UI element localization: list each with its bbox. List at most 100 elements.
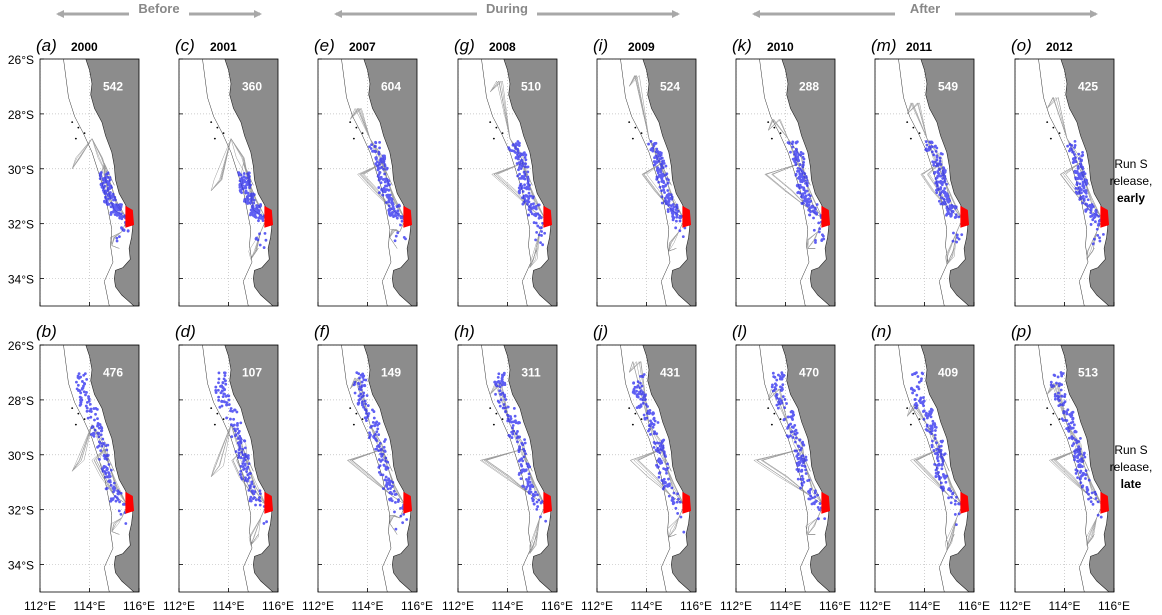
particle-dot (674, 219, 678, 223)
particle-dot (922, 399, 926, 403)
particle-dot (368, 145, 371, 149)
particle-dot (499, 392, 502, 396)
particle-dot (520, 186, 524, 190)
particle-dot (957, 215, 961, 219)
particle-dot (1097, 222, 1101, 226)
particle-dot (926, 415, 929, 418)
islet (918, 132, 921, 134)
particle-dot (521, 202, 525, 206)
particle-dot (532, 502, 536, 506)
particle-dot (937, 448, 940, 451)
islet (634, 412, 637, 415)
particle-dot (658, 444, 662, 448)
particle-dot (1056, 375, 1060, 379)
particle-dot (112, 485, 116, 489)
particle-positions (631, 373, 686, 534)
particle-dot (246, 201, 250, 205)
particle-dot (223, 400, 226, 404)
particle-dot (118, 215, 122, 219)
islet (74, 423, 77, 426)
particle-dot (915, 385, 919, 389)
particle-dot (1057, 384, 1061, 388)
particle-dot (107, 471, 110, 474)
track (72, 424, 127, 505)
particle-dot (1067, 436, 1071, 440)
particle-dot (1073, 143, 1077, 147)
particle-dot (661, 166, 665, 170)
particle-dot (667, 203, 671, 206)
particle-dot (540, 234, 543, 237)
release-region (543, 491, 553, 514)
particle-dot (518, 435, 522, 439)
particle-dot (669, 193, 673, 197)
particle-dot (108, 196, 112, 200)
particle-dot (658, 185, 662, 189)
particle-dot (83, 382, 87, 386)
islet (628, 407, 631, 410)
particle-dot (798, 191, 802, 195)
particle-dot (672, 205, 676, 209)
particle-dot (367, 412, 371, 415)
row-label-line: release, (1110, 174, 1153, 188)
particle-dot (371, 421, 375, 424)
particle-dot (365, 416, 369, 419)
particle-dot (234, 433, 238, 437)
particle-dot (799, 447, 803, 450)
release-region (125, 491, 135, 514)
particle-dot (821, 233, 824, 237)
particle-dot (250, 480, 254, 484)
particle-dot (954, 523, 958, 526)
particle-dot (374, 144, 377, 148)
lat-tick-label: 34°S (8, 273, 34, 287)
islet (361, 132, 364, 134)
particle-dot (528, 480, 532, 484)
particle-dot (510, 436, 514, 439)
particle-dot (258, 489, 262, 493)
particle-dot (925, 425, 929, 428)
particle-dot (259, 492, 262, 496)
particle-dot (504, 410, 507, 413)
particle-dot (801, 165, 805, 169)
islet (909, 423, 912, 426)
particle-dot (111, 203, 115, 206)
particle-dot (1079, 469, 1083, 473)
row-label-line: Run S (1114, 157, 1147, 171)
particle-dot (1081, 167, 1085, 171)
particle-dot (817, 230, 821, 234)
particle-dot (242, 175, 246, 179)
particle-dot (385, 167, 389, 171)
particle-dot (667, 494, 671, 498)
particle-dot (789, 150, 792, 154)
particle-dot (795, 150, 799, 154)
particle-dot (811, 496, 814, 500)
particle-dot (1052, 384, 1055, 388)
particle-dot (504, 406, 507, 410)
particle-dot (238, 442, 241, 445)
particle-dot (809, 487, 813, 491)
particle-dot (381, 178, 385, 181)
particle-dot (664, 199, 668, 203)
track (906, 404, 962, 505)
release-region (960, 491, 970, 514)
particle-dot (812, 216, 815, 220)
particle-dot (237, 451, 241, 455)
particle-dot (664, 173, 667, 177)
particle-dot (84, 404, 88, 408)
particle-dot (358, 397, 362, 401)
particle-dot (240, 187, 244, 191)
lon-tick-label: 116°E (541, 599, 573, 613)
islet (489, 121, 492, 124)
shelf-contour (759, 59, 810, 306)
particle-dot (670, 197, 674, 201)
particle-dot (389, 196, 393, 200)
particle-dot (100, 444, 104, 448)
particle-dot (217, 398, 221, 402)
row-label-line: Run S (1114, 443, 1147, 457)
particle-dot (941, 487, 945, 491)
particle-dot (385, 479, 388, 482)
track (490, 80, 545, 219)
particle-dot (250, 482, 254, 486)
particle-dot (635, 389, 638, 393)
particle-dot (523, 165, 527, 169)
particle-dot (955, 233, 959, 237)
